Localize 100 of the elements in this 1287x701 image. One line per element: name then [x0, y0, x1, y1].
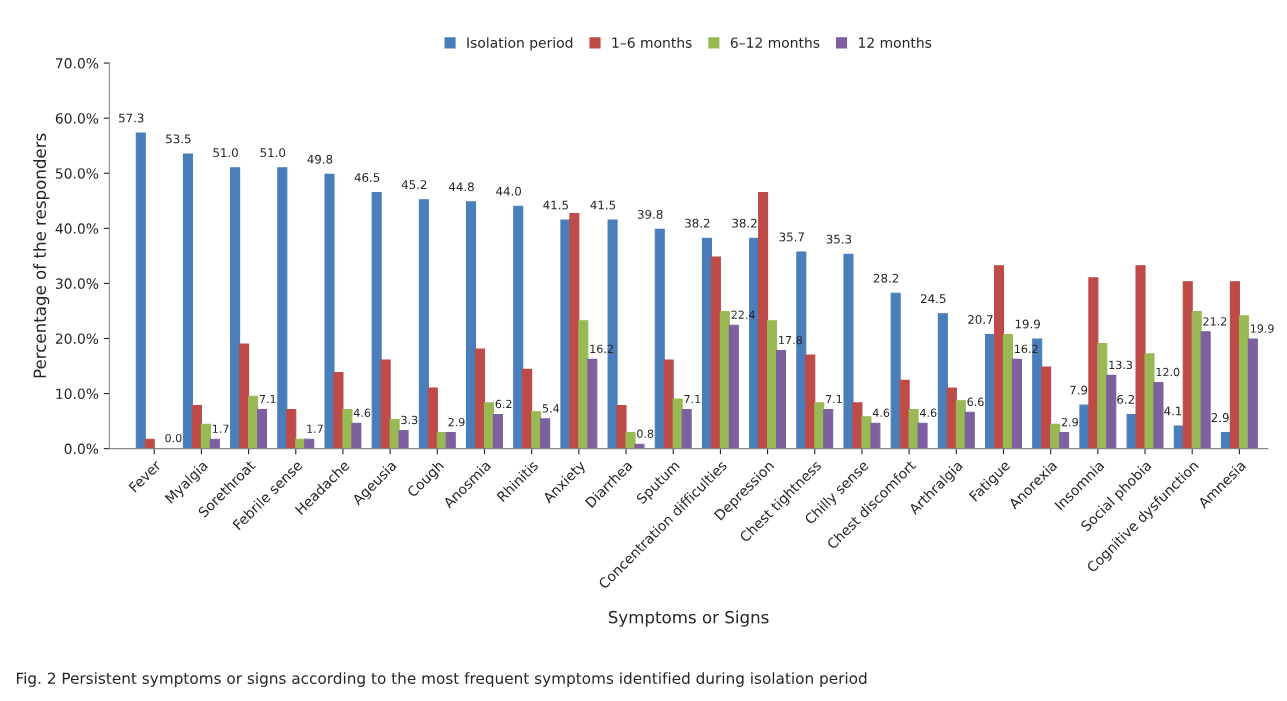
bar: [823, 408, 834, 449]
bar: [1097, 342, 1108, 449]
data-label: 3.3: [401, 415, 418, 425]
bar: [1247, 338, 1258, 449]
bar: [767, 320, 778, 449]
bar: [861, 416, 872, 449]
data-label: 6.2: [495, 399, 512, 409]
bar: [587, 358, 598, 449]
y-tick-label: 40.0%: [55, 223, 99, 234]
data-label: 57.3: [118, 113, 144, 123]
bar: [135, 132, 146, 449]
bar: [710, 256, 721, 449]
bar: [1041, 366, 1052, 449]
y-tick-label: 20.0%: [55, 333, 99, 344]
legend-label: 12 months: [859, 37, 932, 48]
legend-label: 1–6 months: [612, 37, 692, 48]
bar: [955, 400, 966, 449]
bar: [380, 359, 391, 449]
data-label: 4.1: [1164, 406, 1182, 416]
bar: [474, 348, 486, 449]
y-tick-label: 10.0%: [56, 388, 99, 400]
bar: [937, 313, 948, 449]
data-label: 2.9: [448, 417, 465, 427]
bar: [342, 408, 353, 449]
bar: [324, 173, 335, 449]
bar: [814, 402, 825, 449]
data-label: 7.9: [1070, 385, 1088, 395]
bar: [1229, 281, 1240, 449]
data-label: 41.5: [543, 200, 568, 210]
data-label: 44.8: [448, 182, 474, 192]
bar: [908, 408, 919, 449]
bar: [993, 265, 1005, 449]
bar: [230, 167, 241, 449]
bar: [1059, 432, 1070, 449]
bar: [445, 432, 456, 449]
bar: [1153, 381, 1164, 449]
bar: [870, 422, 881, 449]
data-label: 21.2: [1203, 317, 1227, 326]
bar: [513, 205, 524, 449]
data-label: 35.7: [779, 232, 804, 242]
data-label: 6.6: [967, 397, 984, 406]
y-tick-label: 0.0%: [64, 443, 99, 455]
bar: [964, 411, 975, 449]
bar: [466, 201, 477, 449]
data-label: 2.9: [1061, 417, 1078, 427]
bar: [1135, 265, 1146, 449]
y-tick-label: 60.0%: [55, 113, 99, 124]
bar: [1002, 334, 1013, 449]
bar: [625, 432, 636, 449]
data-label: 19.9: [1250, 324, 1274, 333]
bar: [1238, 315, 1249, 449]
data-label: 35.3: [826, 234, 852, 244]
bar: [248, 395, 259, 449]
bar: [701, 237, 712, 449]
bar: [286, 408, 297, 449]
bar: [304, 438, 315, 449]
data-label: 7.1: [684, 394, 701, 404]
bar: [852, 402, 863, 449]
x-axis-title: Symptoms or Signs: [608, 610, 769, 627]
bar: [775, 350, 787, 449]
data-label: 4.6: [353, 408, 371, 417]
data-label: 0.0: [165, 433, 182, 443]
data-label: 0.8: [637, 429, 654, 438]
data-label: 1.7: [307, 424, 323, 433]
bar: [209, 438, 220, 449]
bar: [681, 408, 692, 449]
data-label: 41.5: [590, 200, 616, 210]
data-label: 12.0: [1156, 367, 1180, 377]
bar: [805, 354, 816, 449]
bar: [917, 422, 928, 449]
bar: [531, 411, 542, 449]
bar: [663, 359, 674, 449]
bar: [540, 418, 551, 449]
bar: [654, 228, 665, 449]
data-label: 7.1: [826, 394, 842, 404]
bar: [1182, 281, 1193, 449]
data-label: 4.6: [920, 408, 937, 417]
data-label: 38.2: [685, 218, 710, 228]
bar: [398, 429, 409, 449]
legend-label: Isolation period: [467, 37, 573, 51]
data-label: 39.8: [637, 209, 663, 219]
data-label: 13.3: [1109, 360, 1133, 370]
bar: [890, 292, 901, 449]
data-label: 46.5: [354, 172, 380, 182]
bar: [1050, 423, 1061, 449]
bar: [333, 372, 344, 449]
y-tick-label: 30.0%: [55, 278, 99, 289]
bar: [144, 438, 155, 449]
data-label: 49.8: [307, 154, 333, 164]
bar: [200, 423, 211, 449]
bar: [277, 167, 288, 449]
bar: [239, 343, 250, 449]
bar: [1200, 331, 1211, 449]
data-label: 51.0: [213, 148, 238, 158]
bar: [483, 402, 495, 449]
bar: [672, 398, 683, 449]
bar: [843, 253, 854, 449]
data-label: 1.7: [212, 424, 229, 433]
bar: [191, 405, 202, 449]
bar: [389, 418, 400, 449]
